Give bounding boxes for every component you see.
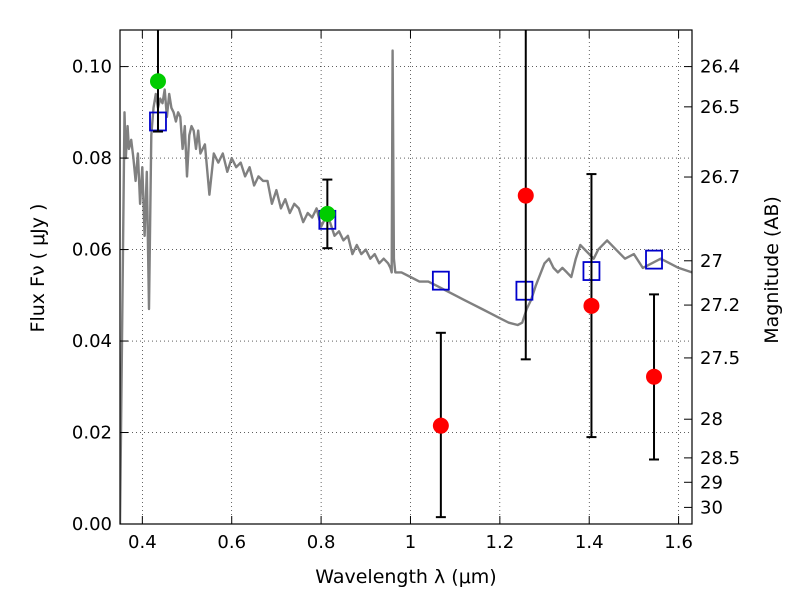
mag-tick-label: 27 [700, 251, 723, 272]
y-axis-right-label: Magnitude (AB) [761, 196, 783, 344]
axes-frame [119, 29, 693, 525]
model-photometry-square [431, 270, 450, 291]
plot-content [120, 30, 692, 524]
x-tick-label: 0.8 [307, 532, 336, 553]
detection-point [319, 205, 336, 222]
y-tick-label: 0.06 [72, 240, 112, 261]
y-tick-label: 0.00 [72, 514, 112, 535]
y-tick-label: 0.02 [72, 423, 112, 444]
mag-tick-label: 26.4 [700, 57, 740, 78]
mag-tick-label: 28 [700, 409, 723, 430]
x-tick-label: 1 [405, 532, 416, 553]
mag-tick-label: 29 [700, 472, 723, 493]
y-axis-label: Flux Fν ( μJy ) [27, 204, 49, 333]
x-tick-label: 1.6 [664, 532, 693, 553]
model-photometry-square [645, 249, 663, 270]
low-significance-point [646, 368, 663, 385]
y-tick-label: 0.04 [72, 331, 112, 352]
detection-point [149, 73, 166, 90]
y-tick-label: 0.08 [72, 148, 112, 169]
ticks: 0.4 0.6 0.8 1 1.2 1.4 1.6 0.00 0.02 0.04 0.06 0.08 0… [72, 30, 740, 553]
x-tick-label: 0.6 [217, 532, 246, 553]
x-tick-label: 1.4 [575, 532, 604, 553]
model-photometry-square [515, 280, 534, 301]
mag-tick-label: 26.5 [700, 97, 740, 118]
mag-tick-label: 27.5 [700, 348, 740, 369]
mag-tick-label: 26.7 [700, 167, 740, 188]
mag-tick-label: 27.2 [700, 295, 740, 316]
mag-tick-label: 28.5 [700, 448, 740, 469]
low-significance-point [432, 417, 449, 434]
x-axis-label: Wavelength λ (μm) [315, 566, 496, 588]
y-tick-label: 0.10 [72, 57, 112, 78]
mag-tick-label: 30 [700, 497, 723, 518]
x-tick-label: 1.2 [486, 532, 515, 553]
low-significance-point [517, 187, 534, 204]
low-significance-point [583, 297, 600, 314]
x-tick-label: 0.4 [128, 532, 157, 553]
plot-area [120, 30, 692, 524]
